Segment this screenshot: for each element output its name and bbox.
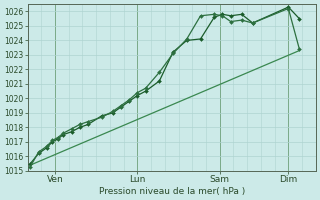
X-axis label: Pression niveau de la mer( hPa ): Pression niveau de la mer( hPa ) xyxy=(99,187,245,196)
